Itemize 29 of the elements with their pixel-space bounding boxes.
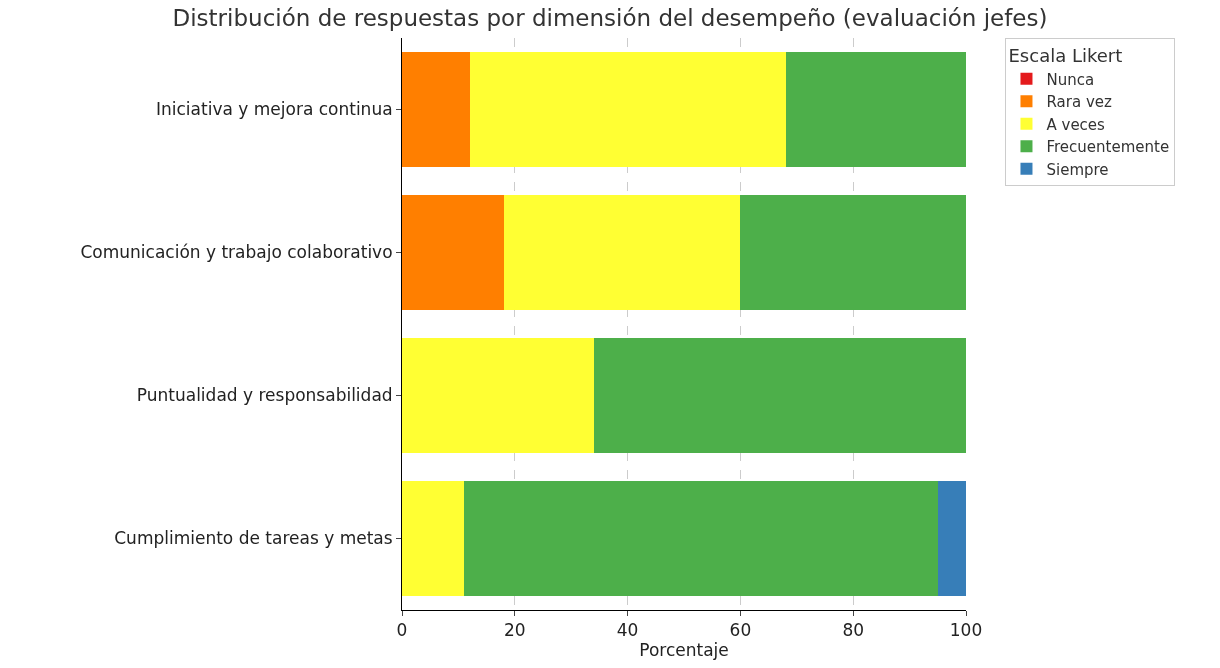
bar bbox=[402, 481, 465, 596]
x-tick-label: 20 bbox=[503, 620, 526, 641]
legend-label: Rara vez bbox=[1046, 93, 1112, 111]
bar bbox=[402, 338, 594, 453]
bar bbox=[402, 195, 504, 310]
bar bbox=[402, 52, 470, 167]
legend-label: Nunca bbox=[1046, 70, 1095, 89]
legend-label: Siempre bbox=[1046, 160, 1109, 179]
bar bbox=[937, 481, 966, 596]
legend-label: Frecuentemente bbox=[1046, 138, 1170, 156]
legend-title: Escala Likert bbox=[1008, 45, 1123, 67]
y-tick-label: Iniciativa y mejora continua bbox=[156, 99, 393, 120]
bar bbox=[740, 195, 966, 310]
x-tick-label: 100 bbox=[949, 620, 983, 641]
bar bbox=[464, 481, 938, 596]
legend-label: A veces bbox=[1046, 115, 1106, 134]
chart-title: Distribución de respuestas por dimensión del desempeño (evaluación jefes) bbox=[172, 5, 1048, 32]
bar bbox=[593, 338, 966, 453]
x-tick-label: 40 bbox=[616, 620, 639, 641]
bar bbox=[503, 195, 741, 310]
bar bbox=[785, 52, 966, 167]
y-tick-label: Comunicación y trabajo colaborativo bbox=[80, 242, 393, 263]
x-tick-label: 60 bbox=[729, 620, 752, 641]
y-tick-label: Puntualidad y responsabilidad bbox=[136, 385, 393, 406]
bar bbox=[469, 52, 786, 167]
x-tick-label: 80 bbox=[842, 620, 865, 641]
y-tick-label: Cumplimiento de tareas y metas bbox=[114, 528, 393, 549]
x-axis-title: Porcentaje bbox=[639, 639, 729, 660]
x-tick-label: 0 bbox=[396, 620, 408, 641]
